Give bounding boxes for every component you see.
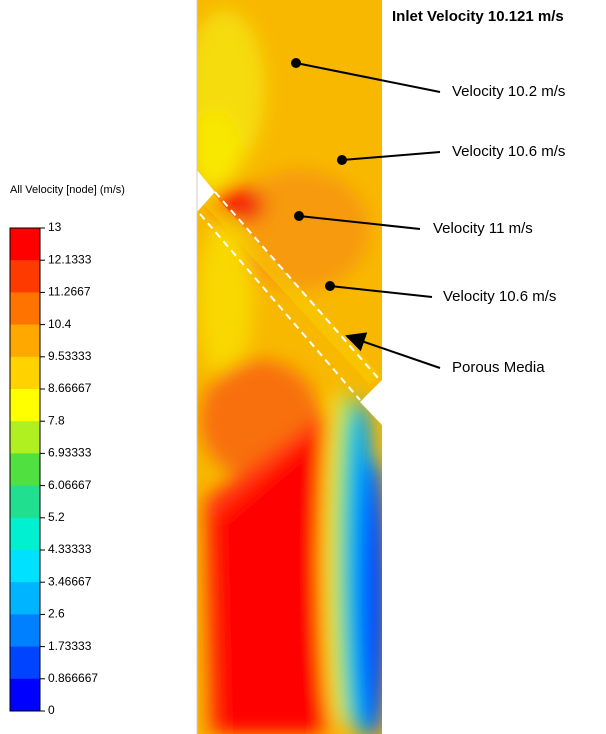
leader-line: [341, 151, 441, 161]
legend-swatch: [10, 421, 40, 454]
legend-label: 12.1333: [48, 252, 92, 266]
legend-swatch: [10, 260, 40, 293]
legend-label: 11.2667: [48, 285, 91, 299]
legend-swatch: [10, 646, 40, 680]
legend-label: 9.53333: [48, 349, 92, 363]
legend-label: 0.866667: [48, 671, 98, 685]
legend-label: 0: [48, 703, 55, 717]
legend-swatch: [10, 389, 40, 422]
porous-boundary: [199, 213, 361, 401]
legend-swatch: [10, 485, 40, 519]
annotation: Velocity 11 m/s: [433, 220, 533, 237]
arrow: [345, 332, 441, 369]
leader-line: [295, 62, 441, 93]
title: Inlet Velocity 10.121 m/s: [392, 8, 564, 25]
legend-title: All Velocity [node] (m/s): [10, 184, 125, 196]
legend-label: 8.66667: [48, 381, 92, 395]
legend-label: 6.93333: [48, 446, 92, 460]
legend-swatch: [10, 678, 40, 712]
legend-swatch: [10, 228, 40, 261]
legend-label: 6.06667: [48, 478, 92, 492]
legend-label: 10.4: [48, 317, 72, 331]
legend-swatch: [10, 356, 40, 390]
legend-swatch: [10, 453, 40, 487]
legend-label: 4.33333: [48, 542, 92, 556]
annotation: Porous Media: [452, 359, 545, 376]
legend-label: 1.73333: [48, 639, 92, 653]
velocity-field: [197, 0, 382, 734]
legend: 13 12.1333 11.2667 10.4 9.53333 8.66667 7.8 6.9…: [9, 220, 98, 717]
leader-line: [329, 285, 433, 298]
annotation: Velocity 10.6 m/s: [452, 143, 565, 160]
legend-swatch: [10, 517, 40, 551]
leader-line: [298, 215, 421, 230]
legend-label: 13: [48, 220, 62, 234]
legend-swatch: [10, 614, 40, 648]
legend-swatch: [10, 324, 40, 358]
legend-swatch: [10, 582, 40, 615]
legend-swatch: [10, 550, 40, 583]
annotations: Velocity 10.2 m/s Velocity 10.6 m/s Velo…: [291, 58, 565, 376]
legend-swatch: [10, 292, 40, 326]
legend-label: 2.6: [48, 607, 65, 621]
legend-label: 3.46667: [48, 574, 92, 588]
annotation: Velocity 10.6 m/s: [443, 288, 556, 305]
annotation: Velocity 10.2 m/s: [452, 83, 565, 100]
legend-frame: [9, 227, 41, 712]
legend-label: 7.8: [48, 413, 65, 427]
legend-label: 5.2: [48, 510, 65, 524]
